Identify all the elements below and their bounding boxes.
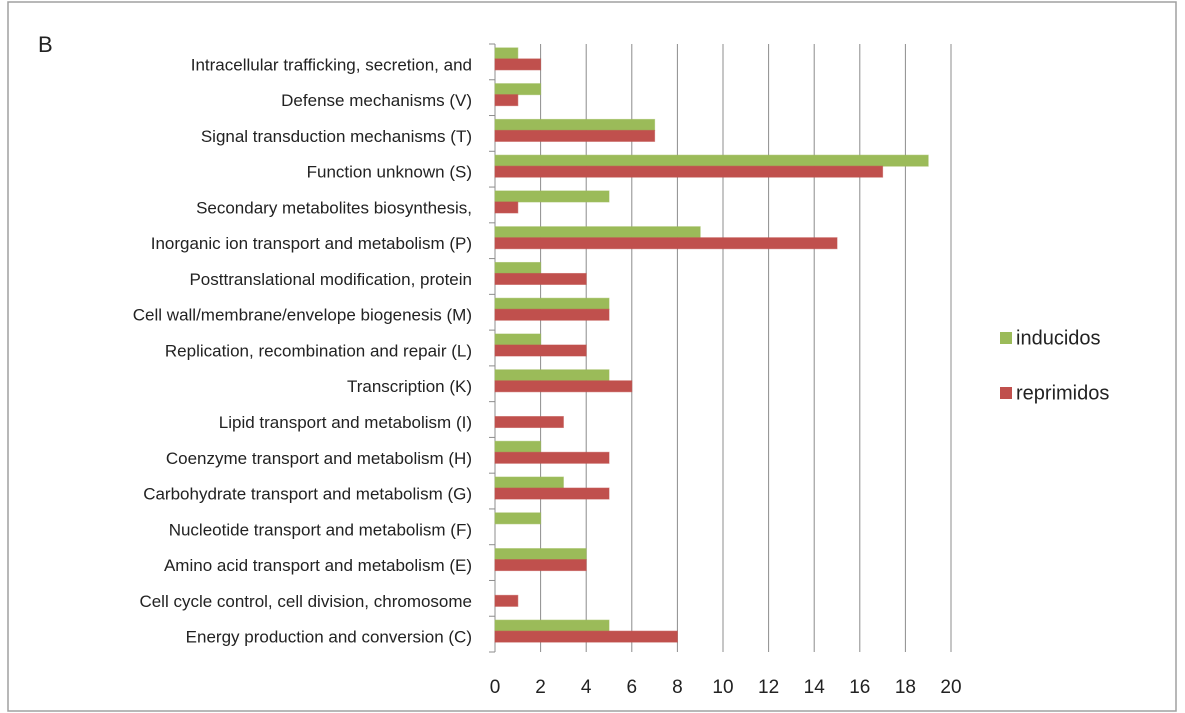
bar: [494, 201, 519, 214]
y-tick-label: Energy production and conversion (C): [186, 628, 472, 647]
y-tick-label: Replication, recombination and repair (L…: [165, 341, 472, 360]
bar: [494, 440, 542, 453]
bar: [494, 344, 587, 357]
bar: [494, 190, 610, 203]
y-tick-label: Intracellular trafficking, secretion, an…: [191, 55, 472, 74]
bar: [494, 416, 564, 429]
bar: [494, 559, 587, 572]
y-tick-label: Amino acid transport and metabolism (E): [164, 556, 472, 575]
bar: [494, 380, 633, 393]
x-tick-label: 16: [849, 677, 870, 698]
bar: [494, 118, 656, 131]
y-tick-label: Coenzyme transport and metabolism (H): [166, 449, 472, 468]
bar: [494, 297, 610, 310]
bar: [494, 129, 656, 142]
legend-swatch: [1000, 387, 1012, 399]
x-tick-label: 18: [895, 677, 916, 698]
y-tick-label: Cell wall/membrane/envelope biogenesis (…: [133, 306, 472, 325]
y-tick-label: Transcription (K): [347, 377, 472, 396]
y-tick-label: Nucleotide transport and metabolism (F): [169, 520, 472, 539]
legend-label: inducidos: [1016, 327, 1101, 349]
y-tick-label: Signal transduction mechanisms (T): [201, 127, 472, 146]
y-tick-label: Lipid transport and metabolism (I): [219, 413, 472, 432]
bar: [494, 451, 610, 464]
bar: [494, 83, 542, 96]
bar: [494, 619, 610, 632]
y-tick-label: Secondary metabolites biosynthesis,: [196, 198, 472, 217]
x-tick-label: 14: [804, 677, 826, 698]
x-tick-label: 0: [490, 677, 501, 698]
x-tick-label: 20: [940, 677, 961, 698]
y-tick-label: Function unknown (S): [307, 163, 472, 182]
bar: [494, 369, 610, 382]
x-tick-label: 2: [535, 677, 546, 698]
x-tick-label: 6: [627, 677, 638, 698]
bar: [494, 487, 610, 500]
bar: [494, 548, 587, 561]
x-tick-label: 4: [581, 677, 592, 698]
x-tick-label: 8: [672, 677, 683, 698]
bar: [494, 333, 542, 346]
y-tick-label: Carbohydrate transport and metabolism (G…: [143, 485, 472, 504]
legend-swatch: [1000, 332, 1012, 344]
bar: [494, 630, 678, 643]
bar: [494, 308, 610, 321]
panel-label: B: [38, 32, 53, 57]
bar: [494, 272, 587, 285]
bar: [494, 261, 542, 274]
bar: [494, 165, 884, 178]
y-tick-label: Defense mechanisms (V): [281, 91, 472, 110]
bar: [494, 476, 564, 489]
bar: [494, 594, 519, 607]
bar: [494, 154, 929, 167]
y-tick-label: Inorganic ion transport and metabolism (…: [151, 234, 472, 253]
bar: [494, 58, 542, 71]
frame: [7, 1, 1177, 712]
y-tick-label: Posttranslational modification, protein: [189, 270, 472, 289]
y-tick-label: Cell cycle control, cell division, chrom…: [139, 592, 472, 611]
bar: [494, 237, 838, 250]
bar: [494, 94, 519, 107]
legend-label: reprimidos: [1016, 382, 1109, 404]
x-tick-label: 12: [758, 677, 779, 698]
bar: [494, 226, 701, 239]
x-tick-label: 10: [712, 677, 733, 698]
bar: [494, 47, 519, 60]
bar: [494, 512, 542, 525]
